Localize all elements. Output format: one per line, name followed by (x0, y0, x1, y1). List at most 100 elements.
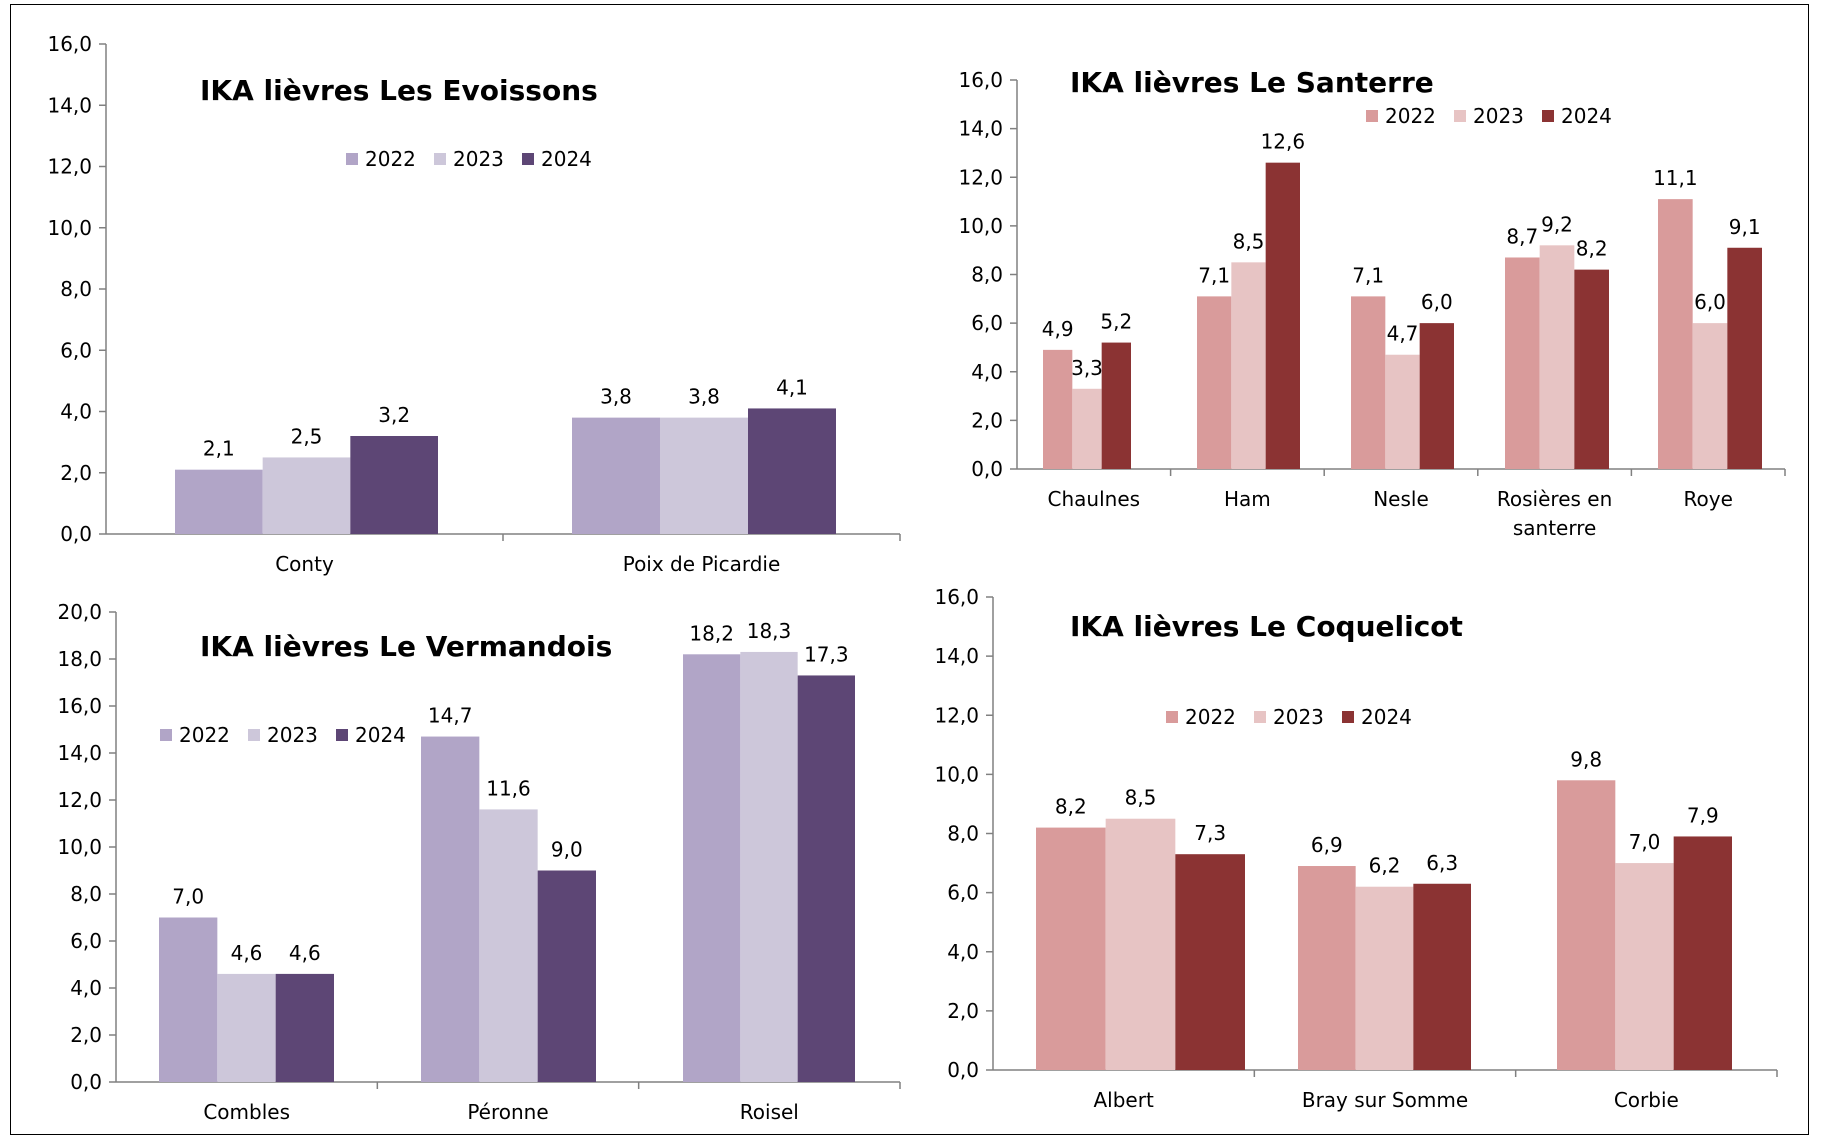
data-label: 5,2 (1100, 310, 1132, 334)
y-tick-label: 10,0 (57, 835, 102, 859)
y-tick-label: 14,0 (47, 93, 92, 117)
y-tick-label: 4,0 (947, 940, 979, 964)
bar-2024 (1175, 854, 1245, 1070)
legend-label: 2024 (355, 723, 406, 747)
legend-swatch-2024 (336, 729, 348, 741)
data-label: 3,3 (1071, 356, 1103, 380)
data-label: 9,8 (1570, 747, 1602, 771)
x-category-label: Péronne (467, 1100, 548, 1124)
bar-2023 (740, 651, 798, 1082)
bar-2024 (1574, 269, 1609, 469)
chart-panel-4: 0,0 2,0 4,0 6,0 8,0 10,0 12,0 14,0 16,0 8,2 8,5 7,3… (934, 585, 1778, 1112)
y-tick-label: 12,0 (934, 703, 979, 727)
data-label: 18,2 (689, 621, 734, 645)
figure-frame (10, 4, 1809, 1135)
data-label: 6,2 (1369, 854, 1401, 878)
y-tick-label: 20,0 (57, 600, 102, 624)
legend-swatch-2022 (1166, 711, 1178, 723)
legend-label: 2023 (1273, 705, 1324, 729)
y-tick-label: 10,0 (958, 214, 1003, 238)
bar-2022 (572, 417, 660, 534)
bar-2023 (1231, 262, 1266, 469)
data-label: 9,2 (1541, 212, 1573, 236)
bar-2022 (1658, 199, 1693, 469)
data-label: 17,3 (804, 642, 849, 666)
chart-panel-3: 0,0 2,0 4,0 6,0 8,0 10,0 12,0 14,0 16,0 18,0 20,0 7… (57, 600, 901, 1124)
chart-title: IKA lièvres Les Evoissons (200, 74, 598, 107)
bar-2024 (1413, 883, 1471, 1070)
y-tick-label: 10,0 (47, 216, 92, 240)
y-tick-label: 14,0 (934, 644, 979, 668)
legend-label: 2022 (365, 147, 416, 171)
data-label: 7,1 (1198, 263, 1230, 287)
bar-2022 (1036, 827, 1106, 1070)
x-category-label: Corbie (1614, 1088, 1679, 1112)
legend-swatch-2022 (346, 153, 358, 165)
data-label: 18,3 (747, 619, 792, 643)
data-label: 8,2 (1576, 237, 1608, 261)
chart-title: IKA lièvres Le Coquelicot (1070, 610, 1463, 643)
bar-2024 (350, 436, 438, 534)
bar-2024 (1265, 162, 1300, 469)
bar-2023 (1692, 323, 1728, 469)
data-label: 14,7 (428, 704, 473, 728)
chart-title: IKA lièvres Le Santerre (1070, 66, 1434, 99)
bar-2023 (1539, 245, 1575, 469)
data-label: 2,5 (291, 424, 323, 448)
legend-swatch-2022 (1366, 110, 1378, 122)
bar-2022 (1351, 296, 1386, 469)
y-tick-label: 4,0 (60, 400, 92, 424)
data-label: 12,6 (1261, 130, 1306, 154)
bar-2024 (1419, 323, 1454, 469)
y-tick-label: 8,0 (947, 822, 979, 846)
y-tick-label: 0,0 (971, 457, 1003, 481)
y-tick-label: 2,0 (70, 1023, 102, 1047)
bar-2022 (1043, 349, 1073, 469)
chart-title: IKA lièvres Le Vermandois (200, 630, 612, 663)
bar-2023 (660, 417, 748, 534)
bar-2022 (1505, 257, 1540, 469)
y-tick-label: 6,0 (947, 881, 979, 905)
y-tick-label: 2,0 (947, 999, 979, 1023)
y-tick-label: 14,0 (958, 117, 1003, 141)
data-label: 3,8 (688, 385, 720, 409)
legend-label: 2023 (1473, 104, 1524, 128)
data-label: 7,3 (1194, 821, 1226, 845)
x-category-label: Nesle (1373, 487, 1429, 511)
bar-2023 (479, 809, 538, 1082)
data-label: 4,9 (1042, 317, 1074, 341)
y-tick-label: 0,0 (947, 1058, 979, 1082)
data-label: 8,5 (1233, 229, 1265, 253)
y-tick-label: 0,0 (70, 1070, 102, 1094)
y-tick-label: 12,0 (47, 155, 92, 179)
bar-2024 (797, 675, 855, 1082)
x-category-label: Poix de Picardie (623, 552, 781, 576)
y-tick-label: 16,0 (57, 694, 102, 718)
legend-label: 2023 (267, 723, 318, 747)
y-tick-label: 16,0 (958, 68, 1003, 92)
y-tick-label: 10,0 (934, 762, 979, 786)
data-label: 9,0 (551, 838, 583, 862)
x-category-label: Bray sur Somme (1302, 1088, 1468, 1112)
data-label: 7,9 (1687, 803, 1719, 827)
x-category-label-line: santerre (1513, 516, 1596, 540)
legend-label: 2024 (541, 147, 592, 171)
x-category-label: Combles (203, 1100, 290, 1124)
y-tick-label: 18,0 (57, 647, 102, 671)
x-category-label: Roisel (740, 1100, 799, 1124)
y-tick-label: 14,0 (57, 741, 102, 765)
data-label: 6,0 (1694, 290, 1726, 314)
chart-panel-2: 0,0 2,0 4,0 6,0 8,0 10,0 12,0 14,0 16,0 4,9 3,3 5,2… (958, 66, 1786, 540)
bar-2024 (275, 973, 334, 1082)
bar-2023 (262, 457, 351, 534)
y-tick-label: 8,0 (70, 882, 102, 906)
data-label: 4,6 (231, 941, 263, 965)
legend-swatch-2023 (1254, 711, 1266, 723)
legend-swatch-2023 (1454, 110, 1466, 122)
data-label: 11,6 (486, 776, 531, 800)
legend-label: 2022 (1185, 705, 1236, 729)
data-label: 7,1 (1352, 263, 1384, 287)
bar-2023 (1385, 354, 1420, 469)
x-category-label: Conty (275, 552, 334, 576)
